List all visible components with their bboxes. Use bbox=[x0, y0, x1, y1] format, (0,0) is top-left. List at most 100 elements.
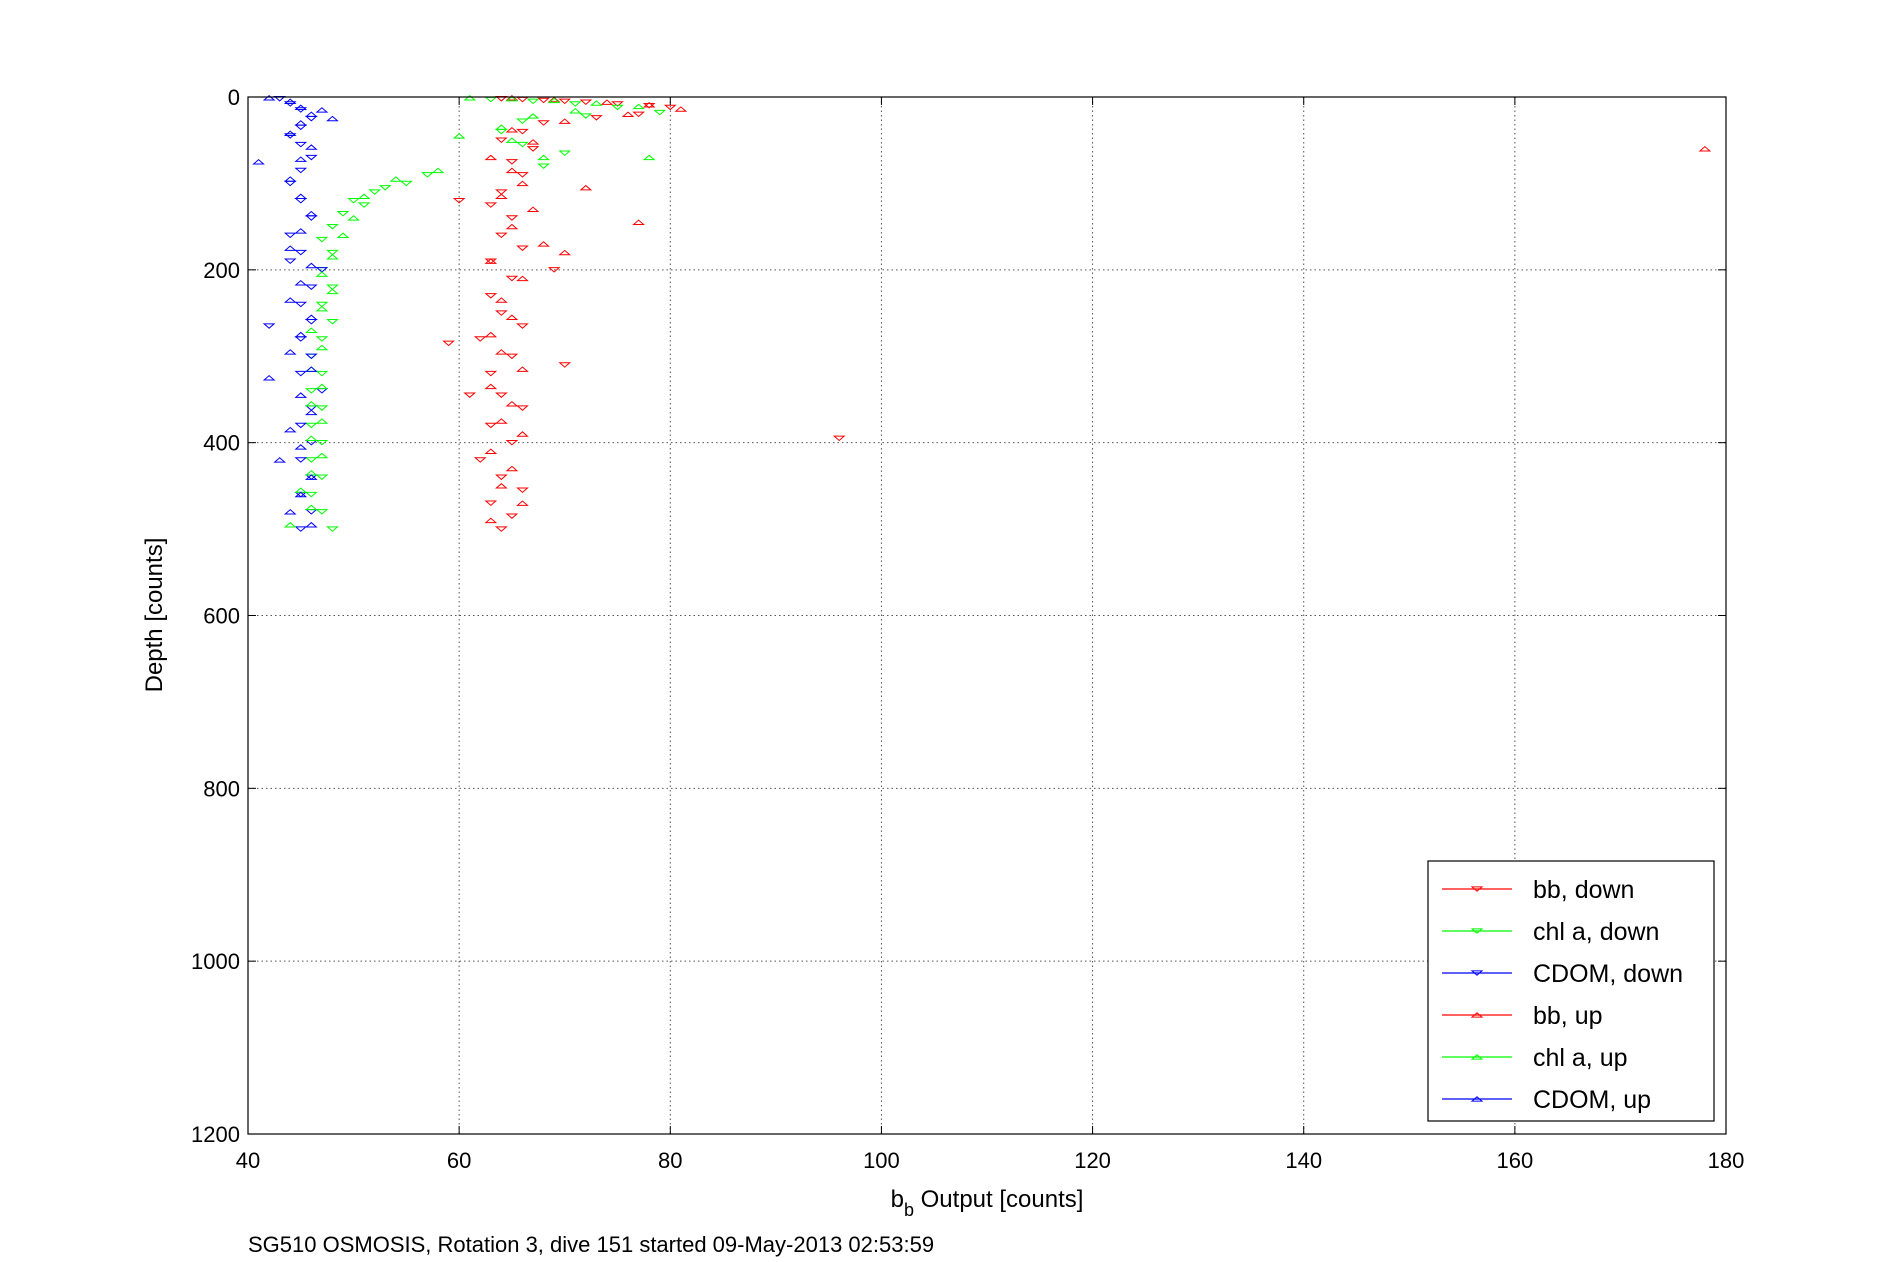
data-point bbox=[537, 163, 550, 169]
data-point bbox=[357, 202, 371, 208]
data-point bbox=[484, 448, 498, 454]
data-point bbox=[305, 210, 318, 217]
legend-entry-label: CDOM, down bbox=[1533, 960, 1683, 988]
data-point bbox=[463, 392, 477, 398]
data-point bbox=[315, 452, 329, 459]
data-point bbox=[283, 98, 297, 104]
legend-box bbox=[1427, 860, 1715, 1122]
data-point bbox=[315, 509, 329, 515]
series-3 bbox=[484, 95, 1712, 524]
data-point bbox=[547, 267, 561, 273]
data-point bbox=[516, 141, 529, 148]
data-point bbox=[294, 331, 308, 338]
series-5 bbox=[252, 95, 339, 528]
data-point bbox=[283, 521, 297, 528]
data-point bbox=[505, 137, 519, 143]
data-point bbox=[663, 104, 677, 111]
data-point bbox=[642, 154, 656, 161]
data-point bbox=[1698, 146, 1712, 152]
data-point bbox=[294, 156, 308, 162]
y-tick-label: 1200 bbox=[191, 1122, 240, 1147]
legend-marker bbox=[1470, 1096, 1484, 1102]
data-point bbox=[484, 202, 498, 208]
data-point bbox=[484, 258, 498, 264]
x-tick-label: 160 bbox=[1496, 1148, 1533, 1173]
x-axis-label-main: b bbox=[891, 1186, 904, 1213]
x-axis-label: bb Output [counts] bbox=[891, 1186, 1084, 1220]
data-point bbox=[431, 167, 445, 174]
data-point bbox=[495, 474, 508, 481]
data-point bbox=[495, 392, 508, 398]
x-axis-label-rest: Output [counts] bbox=[914, 1186, 1083, 1213]
data-point bbox=[305, 388, 318, 394]
data-point bbox=[305, 422, 318, 429]
data-point bbox=[484, 517, 498, 524]
data-point bbox=[389, 176, 403, 182]
data-point bbox=[305, 509, 318, 515]
data-point bbox=[537, 120, 550, 126]
data-point bbox=[305, 154, 318, 161]
y-tick-label: 0 bbox=[228, 85, 240, 110]
data-point bbox=[326, 115, 339, 122]
data-point bbox=[294, 444, 308, 450]
data-point bbox=[495, 193, 508, 200]
data-point bbox=[305, 491, 318, 498]
data-point bbox=[357, 193, 371, 200]
data-point bbox=[537, 154, 550, 161]
data-point bbox=[473, 457, 487, 463]
data-point bbox=[305, 409, 318, 416]
x-tick-label: 120 bbox=[1074, 1148, 1111, 1173]
data-point bbox=[495, 349, 508, 355]
data-point bbox=[579, 113, 593, 119]
data-point bbox=[273, 457, 287, 463]
data-point bbox=[495, 310, 508, 316]
data-point bbox=[495, 124, 508, 130]
data-point bbox=[516, 128, 529, 135]
data-point bbox=[558, 249, 572, 256]
data-point bbox=[495, 418, 508, 424]
legend-entry-label: CDOM, up bbox=[1533, 1086, 1651, 1114]
data-point bbox=[315, 388, 329, 394]
y-tick-label: 200 bbox=[203, 258, 240, 283]
data-point bbox=[579, 99, 593, 106]
data-point bbox=[558, 98, 572, 105]
data-point bbox=[505, 353, 519, 360]
data-point bbox=[347, 215, 360, 221]
data-point bbox=[537, 97, 550, 104]
data-point bbox=[378, 185, 392, 191]
x-tick-label: 140 bbox=[1285, 1148, 1322, 1173]
x-tick-label: 60 bbox=[447, 1148, 471, 1173]
data-point bbox=[315, 267, 329, 273]
data-point bbox=[326, 284, 339, 290]
data-point bbox=[294, 279, 308, 286]
y-tick-label: 400 bbox=[203, 431, 240, 456]
data-point bbox=[305, 366, 318, 372]
data-point bbox=[568, 107, 582, 114]
axis-ticks: 40 60 80 100 120 140 160 180 0 200 400 600 800 1000 12… bbox=[191, 85, 1744, 1173]
data-point bbox=[642, 101, 656, 108]
data-point bbox=[590, 100, 603, 106]
data-point bbox=[315, 107, 329, 113]
data-point bbox=[600, 99, 614, 105]
data-point bbox=[568, 101, 582, 107]
data-point bbox=[305, 111, 318, 117]
data-point bbox=[305, 521, 318, 528]
data-point bbox=[326, 254, 339, 260]
data-point bbox=[294, 120, 308, 126]
data-point bbox=[421, 172, 434, 178]
data-point bbox=[315, 305, 329, 312]
data-point bbox=[283, 245, 297, 251]
legend-marker bbox=[1470, 886, 1484, 892]
data-point bbox=[653, 109, 667, 116]
data-point bbox=[516, 172, 529, 178]
data-point bbox=[315, 236, 329, 243]
data-point bbox=[252, 158, 265, 165]
data-point bbox=[516, 366, 529, 372]
x-tick-label: 100 bbox=[863, 1148, 900, 1173]
data-point bbox=[315, 405, 329, 411]
data-point bbox=[262, 375, 276, 381]
data-point bbox=[505, 95, 519, 102]
data-point bbox=[283, 130, 297, 136]
data-point bbox=[484, 331, 498, 338]
